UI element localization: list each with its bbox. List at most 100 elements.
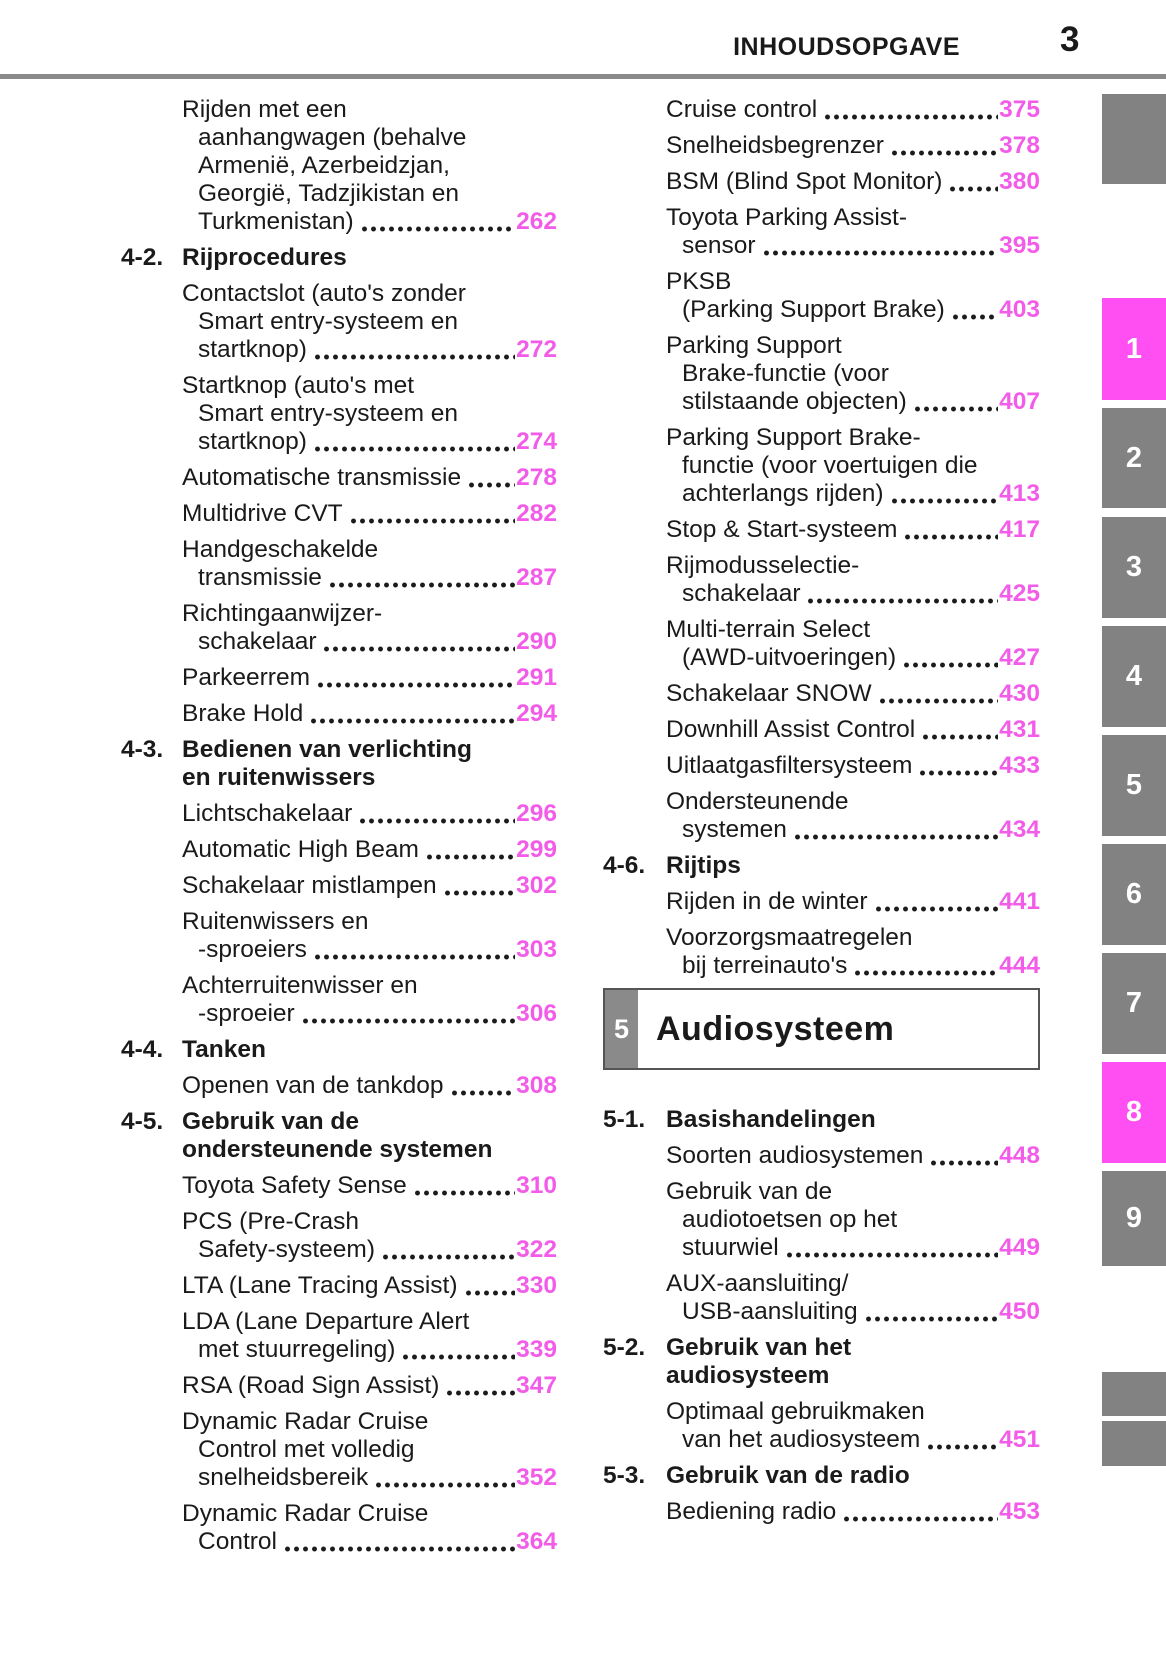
toc-entry: LTA (Lane Tracing Assist) 330 — [121, 1272, 557, 1300]
toc-entry: Multidrive CVT 282 — [121, 500, 557, 528]
toc-entry: Toyota Parking Assist-sensor 395 — [603, 204, 1040, 260]
dot-leader — [422, 836, 516, 864]
toc-block-body: Soorten audiosystemen 448 — [666, 1142, 1040, 1170]
chapter-tab-label: 9 — [1125, 1202, 1143, 1234]
dot-leader — [924, 1426, 999, 1454]
dot-leader — [946, 168, 999, 196]
dot-leader — [307, 700, 516, 728]
dot-leader — [871, 888, 999, 916]
toc-section-heading: 4-3. Bedienen van verlichting en ruitenwis… — [121, 736, 557, 792]
entry-dotline: Schakelaar SNOW 430 — [666, 680, 1040, 708]
entry-line: Gebruik van de — [666, 1178, 833, 1205]
dot-leader — [875, 680, 999, 708]
entry-dotline: systemen 434 — [666, 816, 1040, 844]
toc-column-right: Cruise control 375 Snelheidsbegrenzer 378 BS… — [603, 96, 1040, 1534]
entry-dotline: schakelaar 290 — [182, 628, 557, 656]
entry-line: ondersteunende systemen — [182, 1136, 493, 1163]
toc-entry: Schakelaar SNOW 430 — [603, 680, 1040, 708]
toc-block-body: BSM (Blind Spot Monitor) 380 — [666, 168, 1040, 196]
page-number: 3 — [1060, 20, 1080, 59]
entry-dotline: Safety-systeem) 322 — [182, 1236, 557, 1264]
chapter-tab-2: 2 — [1102, 408, 1166, 508]
entry-dotline: Uitlaatgasfiltersysteem 433 — [666, 752, 1040, 780]
entry-page-number: 272 — [516, 336, 557, 363]
entry-page-number: 302 — [516, 872, 557, 899]
entry-dotline: achterlangs rijden) 413 — [666, 480, 1040, 508]
chapter-tab-4: 4 — [1102, 626, 1166, 727]
toc-block-body: Snelheidsbegrenzer 378 — [666, 132, 1040, 160]
entry-line: Richtingaanwijzer- — [182, 600, 383, 627]
toc-block-body: Gebruik van het audiosysteem — [666, 1334, 1040, 1390]
toc-block-body: Achterruitenwisser en -sproeier 306 — [182, 972, 557, 1028]
entry-page-number: 441 — [999, 888, 1040, 915]
chapter-tab-label: 2 — [1125, 441, 1143, 474]
toc-entry: Achterruitenwisser en -sproeier 306 — [121, 972, 557, 1028]
toc-entry: Soorten audiosystemen 448 — [603, 1142, 1040, 1170]
entry-dotline: bij terreinauto's 444 — [666, 952, 1040, 980]
dot-leader — [465, 464, 516, 492]
entry-label: systemen — [682, 816, 787, 843]
entry-label: -sproeiers — [198, 936, 307, 963]
page-title: INHOUDSOPGAVE — [733, 33, 960, 61]
section-number: 5-2. — [603, 1334, 646, 1361]
entry-label: startknop) — [198, 336, 307, 363]
entry-line: Smart entry-systeem en — [198, 308, 459, 335]
entry-page-number: 395 — [999, 232, 1040, 259]
entry-page-number: 278 — [516, 464, 557, 491]
chapter-tab-blank — [1102, 1421, 1166, 1466]
toc-entry: Snelheidsbegrenzer 378 — [603, 132, 1040, 160]
toc-entry: Bediening radio 453 — [603, 1498, 1040, 1526]
entry-line: Smart entry-systeem en — [198, 400, 459, 427]
entry-line: Rijprocedures — [182, 244, 347, 271]
toc-section-heading: 4-5. Gebruik van de ondersteunende systeme… — [121, 1108, 557, 1164]
entry-dotline: Automatic High Beam 299 — [182, 836, 557, 864]
entry-dotline: startknop) 274 — [182, 428, 557, 456]
toc-block-body: Automatische transmissie 278 — [182, 464, 557, 492]
toc-block-body: Rijmodusselectie-schakelaar 425 — [666, 552, 1040, 608]
entry-dotline: Parkeerrem 291 — [182, 664, 557, 692]
toc-entry: Richtingaanwijzer-schakelaar 290 — [121, 600, 557, 656]
entry-page-number: 448 — [999, 1142, 1040, 1169]
toc-entry: Voorzorgsmaatregelen bij terreinauto's 444 — [603, 924, 1040, 980]
entry-page-number: 290 — [516, 628, 557, 655]
entry-dotline: RSA (Road Sign Assist) 347 — [182, 1372, 557, 1400]
entry-dotline: Automatische transmissie 278 — [182, 464, 557, 492]
dot-leader — [782, 1234, 999, 1262]
dot-leader — [759, 232, 999, 260]
entry-dotline: van het audiosysteem 451 — [666, 1426, 1040, 1454]
entry-line: Ruitenwissers en — [182, 908, 369, 935]
entry-page-number: 427 — [999, 644, 1040, 671]
entry-dotline: stilstaande objecten) 407 — [666, 388, 1040, 416]
chapter-tab-label: 1 — [1125, 332, 1143, 365]
entry-dotline: Multidrive CVT 282 — [182, 500, 557, 528]
entry-dotline: Stop & Start-systeem 417 — [666, 516, 1040, 544]
entry-page-number: 347 — [516, 1372, 557, 1399]
toc-right-top: Cruise control 375 Snelheidsbegrenzer 378 BS… — [603, 96, 1040, 980]
entry-line: PKSB — [666, 268, 732, 295]
entry-line: Rijden met een — [182, 96, 347, 123]
toc-entry: Rijden met een aanhangwagen (behalve Armen… — [121, 96, 557, 236]
entry-dotline: -sproeier 306 — [182, 1000, 557, 1028]
dot-leader — [910, 388, 999, 416]
toc-block-body: Lichtschakelaar 296 — [182, 800, 557, 828]
chapter-banner: 5 Audiosysteem — [603, 988, 1040, 1070]
entry-label: Automatische transmissie — [182, 464, 462, 491]
toc-entry: Parkeerrem 291 — [121, 664, 557, 692]
dot-leader — [461, 1272, 516, 1300]
chapter-tab-3: 3 — [1102, 517, 1166, 618]
toc-block-body: Voorzorgsmaatregelen bij terreinauto's 444 — [666, 924, 1040, 980]
toc-block-body: Gebruik van de ondersteunende systemen — [182, 1108, 557, 1164]
dot-leader — [443, 1372, 516, 1400]
chapter-tab-5: 5 — [1102, 735, 1166, 836]
toc-entry: Optimaal gebruikmaken van het audiosystee… — [603, 1398, 1040, 1454]
toc-block-body: Parking Support Brake-functie (voor voer… — [666, 424, 1040, 508]
entry-page-number: 262 — [516, 208, 557, 235]
toc-block-body: LDA (Lane Departure Alert met stuurregeli… — [182, 1308, 557, 1364]
entry-line: PCS (Pre-Crash — [182, 1208, 359, 1235]
dot-leader — [919, 716, 999, 744]
entry-page-number: 431 — [999, 716, 1040, 743]
entry-label: met stuurregeling) — [198, 1336, 396, 1363]
entry-label: bij terreinauto's — [682, 952, 848, 979]
dot-leader — [851, 952, 999, 980]
